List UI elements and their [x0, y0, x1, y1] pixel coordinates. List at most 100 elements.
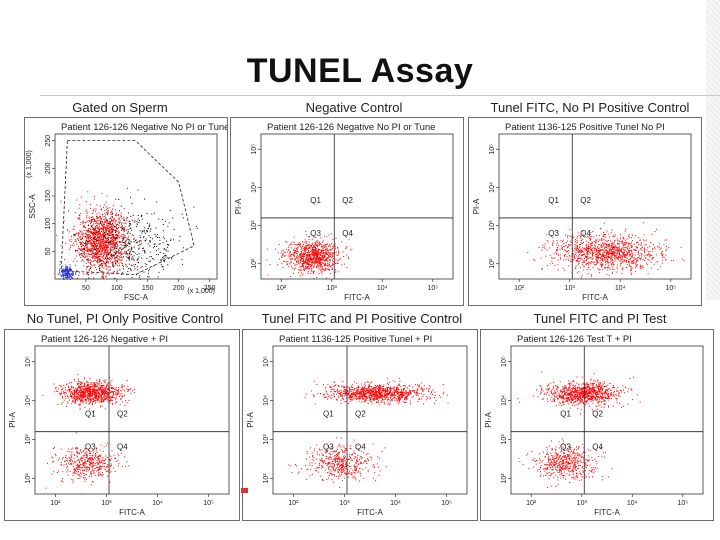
data-point — [610, 231, 612, 233]
data-point — [143, 271, 145, 273]
data-point — [113, 237, 115, 239]
data-point — [110, 220, 112, 222]
data-point — [328, 264, 330, 266]
data-point — [106, 244, 108, 246]
data-point — [94, 240, 96, 242]
data-point — [109, 241, 111, 243]
data-point — [42, 394, 44, 396]
data-point — [301, 254, 303, 256]
data-point — [120, 205, 122, 207]
data-point — [608, 243, 610, 245]
data-point — [81, 250, 83, 252]
data-point — [105, 263, 107, 265]
data-point — [556, 240, 558, 242]
data-point — [137, 269, 139, 271]
data-point — [123, 238, 125, 240]
data-point — [590, 242, 592, 244]
data-point — [99, 223, 101, 225]
data-point — [622, 252, 624, 254]
data-point — [105, 397, 107, 399]
data-point — [632, 260, 634, 262]
data-point — [621, 241, 623, 243]
data-point — [320, 243, 322, 245]
data-point — [600, 238, 602, 240]
data-point — [568, 244, 570, 246]
data-point — [111, 379, 113, 381]
data-point — [100, 242, 102, 244]
data-point — [115, 393, 117, 395]
data-point — [608, 248, 610, 250]
data-point — [98, 381, 100, 383]
data-point — [80, 383, 82, 385]
data-point — [74, 397, 76, 399]
data-point — [307, 262, 309, 264]
data-point — [62, 271, 64, 273]
data-point — [317, 249, 319, 251]
data-point — [112, 255, 114, 257]
data-point — [99, 242, 101, 244]
data-point — [104, 262, 106, 264]
data-point — [96, 245, 98, 247]
data-point — [121, 249, 123, 251]
data-point — [324, 244, 326, 246]
data-point — [71, 391, 73, 393]
data-point — [104, 253, 106, 255]
data-point — [107, 397, 109, 399]
data-point — [573, 259, 575, 261]
data-point — [98, 235, 100, 237]
data-point — [74, 234, 76, 236]
data-point — [304, 251, 306, 253]
data-point — [303, 269, 305, 271]
data-point — [95, 395, 97, 397]
data-point — [115, 229, 117, 231]
data-point — [614, 234, 616, 236]
data-point — [92, 397, 94, 399]
data-point — [121, 234, 123, 236]
data-point — [92, 248, 94, 250]
data-point — [112, 396, 114, 398]
data-point — [305, 266, 307, 268]
data-point — [635, 259, 637, 261]
data-point — [113, 387, 115, 389]
data-point — [625, 260, 627, 262]
data-point — [74, 391, 76, 393]
data-point — [126, 402, 128, 404]
data-point — [586, 262, 588, 264]
data-point — [592, 254, 594, 256]
data-point — [75, 271, 77, 273]
data-point — [65, 271, 67, 273]
data-point — [116, 271, 118, 273]
data-point — [578, 251, 580, 253]
data-point — [105, 386, 107, 388]
data-point — [87, 398, 89, 400]
data-point — [603, 257, 605, 259]
data-point — [96, 399, 98, 401]
data-point — [637, 264, 639, 266]
data-point — [601, 245, 603, 247]
data-point — [321, 249, 323, 251]
data-point — [98, 223, 100, 225]
data-point — [108, 252, 110, 254]
y-tick-label: 10⁴ — [251, 182, 258, 193]
data-point — [631, 261, 633, 263]
data-point — [121, 383, 123, 385]
data-point — [106, 396, 108, 398]
data-point — [113, 234, 115, 236]
data-point — [110, 212, 112, 214]
data-point — [122, 388, 124, 390]
data-point — [126, 245, 128, 247]
data-point — [112, 266, 114, 268]
data-point — [278, 243, 280, 245]
data-point — [74, 234, 76, 236]
data-point — [639, 258, 641, 260]
data-point — [167, 225, 169, 227]
data-point — [94, 233, 96, 235]
data-point — [305, 255, 307, 257]
data-point — [98, 237, 100, 239]
data-point — [623, 238, 625, 240]
data-point — [91, 253, 93, 255]
data-point — [92, 390, 94, 392]
data-point — [312, 259, 314, 261]
data-point — [117, 214, 119, 216]
